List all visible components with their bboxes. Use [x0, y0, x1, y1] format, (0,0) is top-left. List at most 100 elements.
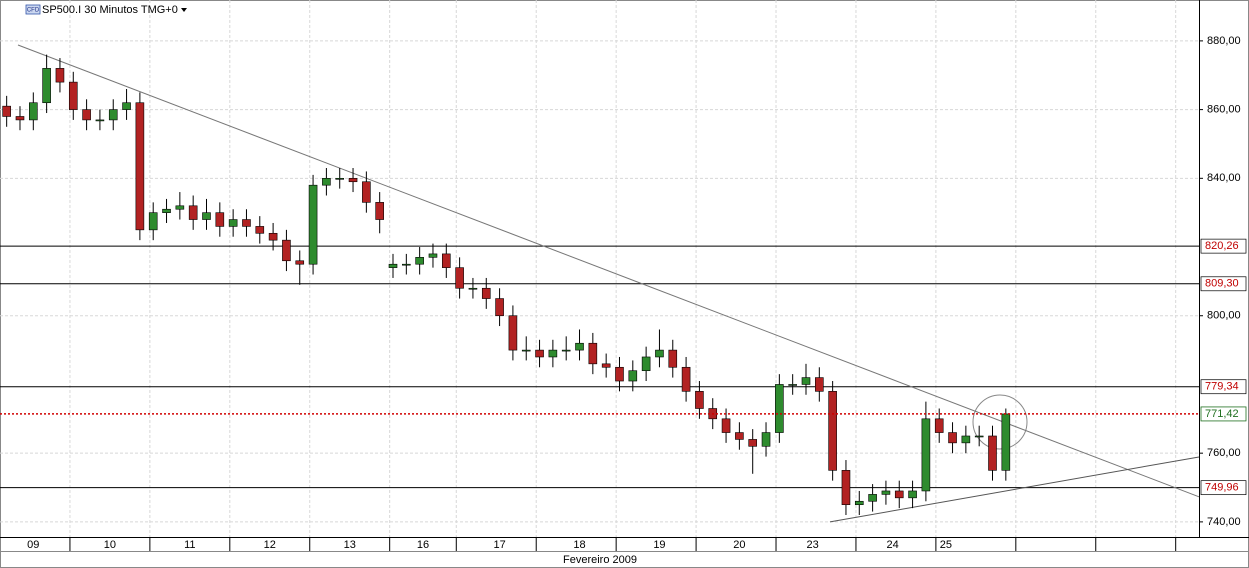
dropdown-arrow[interactable] [181, 8, 187, 12]
candle-body [548, 349, 558, 358]
candle-body [42, 68, 51, 104]
x-tick-label: 19 [653, 539, 665, 551]
candle-body [188, 205, 198, 220]
chart-title: SP500.I 30 Minutos TMG+0 [42, 4, 178, 16]
candle-body [481, 287, 491, 299]
candle-body [1001, 413, 1011, 471]
x-axis-label: Fevereiro 2009 [563, 554, 637, 566]
y-tick-label: 800,00 [1207, 310, 1241, 322]
candle-body [681, 366, 691, 392]
candle-body [535, 349, 544, 358]
candle-body [828, 391, 837, 471]
candle-body [29, 102, 38, 121]
x-tick-label: 24 [886, 539, 898, 551]
y-tick-label: 880,00 [1207, 35, 1241, 47]
y-tick-label: 760,00 [1207, 447, 1241, 459]
candle-body [348, 178, 358, 183]
candle-body [721, 418, 731, 433]
candle-body [15, 116, 25, 121]
trend-line [829, 456, 1200, 523]
level-label: 749,96 [1205, 482, 1239, 494]
icon [25, 4, 41, 15]
candle-body [242, 219, 251, 227]
candle-body [948, 432, 957, 444]
candle-body [228, 219, 238, 227]
level-label-box [1200, 238, 1247, 254]
candle-body [282, 239, 291, 262]
candle-body [908, 490, 917, 499]
candle-body [695, 391, 704, 409]
candle-body [881, 490, 891, 495]
x-tick-label: 12 [264, 539, 276, 551]
candle-body [175, 205, 185, 210]
candle-body [575, 342, 584, 351]
candle-body [308, 184, 318, 265]
candle-body [322, 178, 331, 186]
y-tick-label: 860,00 [1207, 104, 1241, 116]
candle-body [988, 435, 997, 471]
candle-body [974, 435, 984, 438]
x-tick-label: 11 [184, 539, 195, 551]
candle-body [854, 500, 864, 506]
candle-body [148, 212, 158, 231]
candle-body [95, 119, 105, 122]
candle-body [255, 226, 265, 234]
x-tick-label: 17 [493, 539, 505, 551]
candle-body [868, 494, 877, 502]
x-tick-label: 13 [344, 539, 356, 551]
candle-body [601, 363, 611, 368]
candle-body [215, 212, 225, 227]
level-label: 809,30 [1205, 278, 1239, 290]
candle-body [921, 418, 931, 492]
candle-body [428, 253, 438, 258]
level-label-box [1200, 379, 1247, 395]
candle-body [375, 202, 384, 220]
annotation-circle [972, 394, 1028, 450]
candle-body [455, 267, 464, 289]
candle-body [615, 366, 624, 382]
candle-body [68, 81, 78, 110]
candle-body [521, 349, 531, 352]
candle-body [162, 208, 171, 213]
candle-body [588, 342, 598, 365]
x-tick-label: 25 [940, 539, 952, 551]
candle-body [2, 105, 11, 117]
candle-body [135, 102, 145, 231]
last-price-box [1200, 406, 1247, 422]
candle-body [735, 432, 744, 440]
level-label: 820,26 [1205, 240, 1239, 252]
candle-body [362, 181, 371, 203]
x-tick-label: 10 [104, 539, 116, 551]
x-tick-label: 18 [573, 539, 585, 551]
candle-body [122, 102, 131, 110]
candle-body [815, 377, 824, 392]
last-price-label: 771,42 [1205, 408, 1239, 420]
candle-body [82, 109, 91, 121]
candle-body [801, 377, 811, 385]
candle-body [402, 263, 411, 266]
x-tick-label: 09 [27, 539, 39, 551]
candle-body [335, 178, 345, 180]
candle-body [961, 435, 971, 444]
y-tick-label: 740,00 [1207, 516, 1241, 528]
candle-body [655, 349, 664, 358]
candle-body [441, 253, 451, 268]
x-tick-label: 23 [807, 539, 819, 551]
candle-body [268, 232, 278, 241]
candle-body [641, 356, 651, 372]
candle-body [295, 260, 305, 265]
y-tick-label: 840,00 [1207, 172, 1241, 184]
candle-body [748, 439, 758, 447]
candle-body [388, 263, 398, 268]
candle-body [934, 418, 944, 433]
candle-body [775, 384, 784, 433]
candle-body [415, 257, 424, 265]
candle-body [55, 68, 65, 83]
candle-body [788, 384, 797, 386]
candle-body [668, 349, 678, 368]
x-tick-label: 20 [733, 539, 745, 551]
level-label: 779,34 [1205, 381, 1239, 393]
candle-body [108, 109, 118, 121]
level-label-box [1200, 276, 1247, 292]
